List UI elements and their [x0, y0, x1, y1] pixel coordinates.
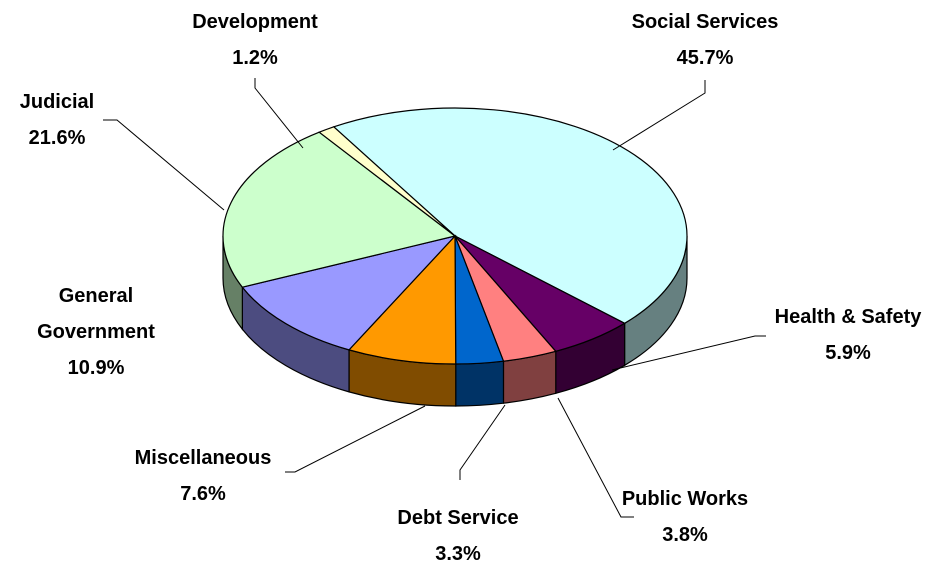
- slice-side-debt-service: [455, 360, 505, 407]
- health-safety-leader-line: [611, 335, 766, 371]
- social-services-leader-line: [612, 80, 706, 151]
- label-leaders: [103, 78, 766, 518]
- debt-service-leader-line: [459, 404, 506, 480]
- judicial-value-label: 21.6%: [29, 127, 86, 149]
- public-works-leader-line: [557, 397, 634, 518]
- general-government-name-label: General: [59, 285, 133, 307]
- health-safety-value-label: 5.9%: [825, 342, 871, 364]
- slice-judicial: [222, 131, 457, 288]
- development-name-label: Development: [192, 11, 318, 33]
- slice-general-government: [241, 234, 457, 351]
- miscellaneous-value-label: 7.6%: [180, 483, 226, 505]
- miscellaneous-leader-line: [285, 405, 426, 473]
- judicial-name-label: Judicial: [20, 91, 94, 113]
- health-safety-name-label: Health & Safety: [775, 306, 923, 328]
- pie-sides: [222, 235, 688, 407]
- general-government-value-label: 10.9%: [68, 357, 125, 379]
- pie-tops: [222, 107, 688, 365]
- slice-development: [318, 126, 456, 237]
- slice-miscellaneous: [347, 234, 457, 365]
- slice-labels: Social Services 45.7% Health & Safety 5.9% P…: [20, 11, 922, 563]
- general-government-name-label: Government: [37, 321, 155, 343]
- debt-service-value-label: 3.3%: [435, 543, 481, 563]
- development-leader-line: [254, 78, 304, 149]
- development-value-label: 1.2%: [232, 47, 278, 69]
- social-services-name-label: Social Services: [632, 11, 779, 33]
- judicial-leader-line: [103, 119, 225, 211]
- public-works-value-label: 3.8%: [662, 524, 708, 546]
- miscellaneous-name-label: Miscellaneous: [135, 447, 272, 469]
- public-works-name-label: Public Works: [622, 488, 748, 510]
- debt-service-name-label: Debt Service: [397, 507, 518, 529]
- slice-social-services: [332, 107, 688, 325]
- social-services-value-label: 45.7%: [677, 47, 734, 69]
